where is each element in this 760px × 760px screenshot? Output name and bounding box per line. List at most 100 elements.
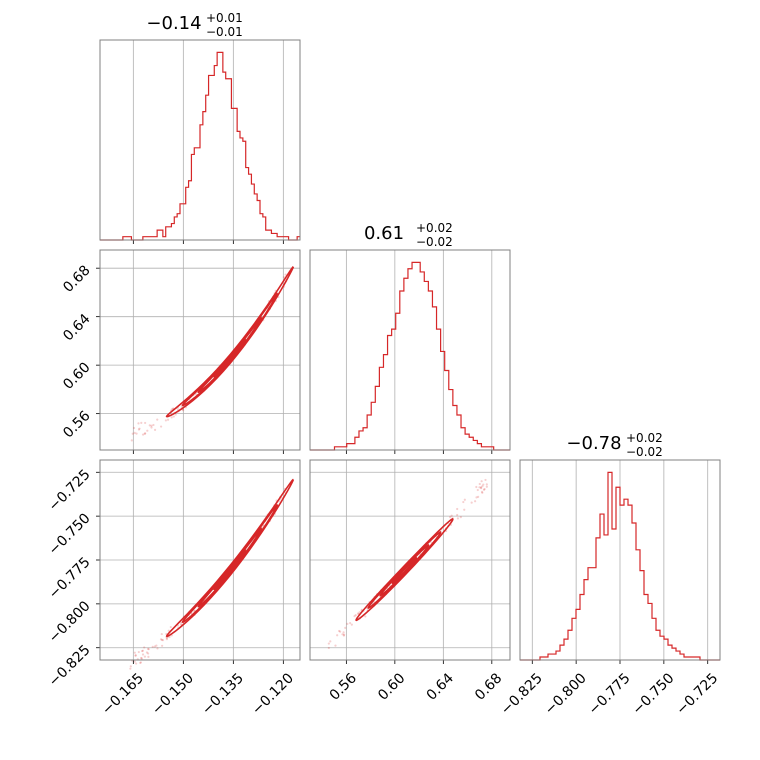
sample-point [480,490,484,493]
sample-point [155,644,158,647]
scatter-panel-1 [96,250,300,454]
sample-point [338,629,341,633]
y-tick-label: −0.750 [46,510,94,558]
x-tick-label: −0.150 [149,670,197,718]
hist-panel-3 [520,460,720,664]
sample-point [132,426,136,430]
title-median-1: −0.14 [146,13,201,34]
sample-point [364,615,367,618]
sample-point [135,662,138,665]
x-tick-label: −0.825 [498,670,546,718]
sample-point [143,655,146,658]
x-tick-label: −0.120 [249,670,297,718]
histogram-2 [310,261,510,451]
y-tick-label: −0.800 [46,598,94,646]
y-tick-label: 0.64 [60,311,93,344]
sample-point [156,418,159,421]
title-median-2: 0.61 [364,223,404,244]
hist-frame-3 [519,459,721,661]
sample-point [160,632,163,636]
sample-point [479,486,483,489]
sample-point [131,432,134,435]
x-tick-label: −0.135 [199,670,247,718]
sample-point [141,649,144,652]
sample-point [344,626,347,629]
sample-point [172,415,175,418]
sample-point [170,416,173,419]
sample-point [475,485,478,489]
sample-point [140,421,143,424]
sample-point [141,433,145,436]
title-minus-1: −0.01 [206,25,243,39]
sample-point [354,613,357,617]
sample-point [341,633,344,636]
sample-point [161,644,164,647]
sample-point [146,429,149,432]
sample-point [356,612,360,615]
sample-point [143,432,146,435]
sample-point [463,498,466,501]
contour-3 [197,316,263,394]
scatter-panel-3 [310,460,510,664]
sample-point [138,427,141,430]
x-tick-label: 0.56 [327,670,360,703]
sample-point [481,485,484,488]
sample-point [150,426,153,429]
sample-point [480,487,483,490]
sample-point [483,487,486,491]
x-tick-label: −0.750 [630,670,678,718]
contour-3 [197,527,263,608]
sample-point [284,273,287,276]
contour-1 [165,478,295,638]
sample-point [182,409,185,412]
sample-point [346,622,349,625]
sample-point [129,667,132,670]
sample-point [147,647,150,650]
sample-point [147,655,150,658]
sample-point [134,654,137,657]
sample-point [160,638,164,641]
x-tick-label: −0.165 [99,670,147,718]
sample-point [484,478,487,482]
sample-point [475,496,478,499]
sample-point [336,634,339,637]
histogram-1 [100,51,300,241]
scatter-frame-1 [99,249,301,451]
sample-point [144,421,147,425]
x-tick-label: 0.60 [375,670,408,703]
sample-point [477,495,480,499]
sample-point [135,432,138,435]
x-tick-label: −0.725 [673,670,721,718]
scatter-panel-2 [96,460,300,670]
sample-point [133,431,136,434]
sample-point [151,645,154,648]
sample-point [462,500,465,504]
contour-4 [391,556,418,585]
sample-point [348,621,352,625]
sample-point [342,633,346,636]
sample-point [478,486,481,489]
title-minus-3: −0.02 [626,445,663,459]
sample-point [282,276,285,279]
histogram-3 [520,471,720,661]
sample-point [141,653,145,656]
sample-point [147,652,150,655]
sample-point [485,483,488,486]
sample-point [161,639,165,642]
sample-point [165,636,168,639]
sample-point [430,541,433,544]
sample-point [450,514,453,517]
sample-point [153,428,157,431]
sample-point [153,645,157,648]
sample-point [143,646,146,649]
sample-point [137,428,141,431]
sample-point [482,488,486,491]
sample-point [350,623,353,626]
sample-point [329,640,332,643]
x-tick-label: 0.68 [472,670,505,703]
hist-panel-2 [310,250,510,454]
sample-point [145,651,149,654]
sample-point [474,500,477,503]
sample-point [327,642,330,645]
